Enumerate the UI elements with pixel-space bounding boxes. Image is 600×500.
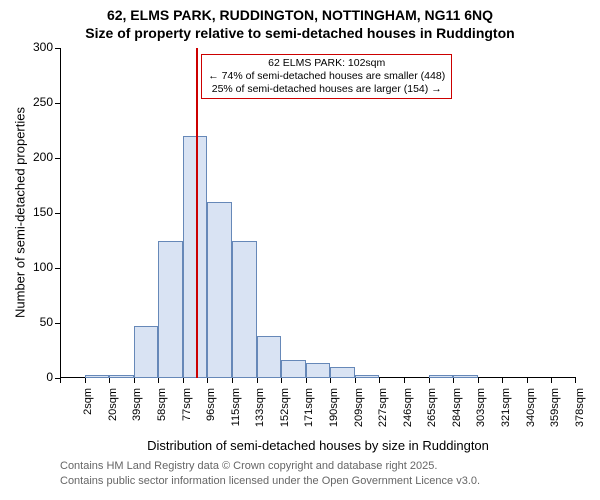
callout-line-2: ← 74% of semi-detached houses are smalle… [208,70,445,83]
x-tick-label: 359sqm [549,388,561,438]
x-tick [575,378,576,383]
histogram-bar [207,202,232,378]
marker-line [196,48,198,378]
x-tick-label: 133sqm [254,388,266,438]
x-tick [134,378,135,383]
histogram-bar [429,375,454,378]
x-tick-label: 265sqm [426,388,438,438]
chart-title-2: Size of property relative to semi-detach… [0,24,600,42]
y-tick-label: 100 [15,260,53,274]
x-tick [355,378,356,383]
histogram-bar [109,375,134,378]
histogram-bar [232,241,257,379]
x-tick-label: 190sqm [328,388,340,438]
callout-line-1: 62 ELMS PARK: 102sqm [208,57,445,70]
plot-area: 0501001502002503002sqm20sqm39sqm58sqm77s… [60,48,576,378]
y-tick [55,103,60,104]
chart-container: 62, ELMS PARK, RUDDINGTON, NOTTINGHAM, N… [0,0,600,500]
x-tick [429,378,430,383]
x-tick [330,378,331,383]
x-tick-label: 246sqm [402,388,414,438]
x-tick [232,378,233,383]
marker-callout: 62 ELMS PARK: 102sqm← 74% of semi-detach… [201,54,452,99]
histogram-bar [257,336,282,378]
x-tick [306,378,307,383]
x-tick-label: 20sqm [107,388,119,438]
histogram-bar [453,375,478,378]
x-tick-label: 303sqm [475,388,487,438]
x-tick-label: 227sqm [377,388,389,438]
x-tick-label: 152sqm [279,388,291,438]
histogram-bar [183,136,208,378]
y-tick-label: 200 [15,150,53,164]
x-tick [183,378,184,383]
x-tick-label: 171sqm [303,388,315,438]
x-tick-label: 340sqm [525,388,537,438]
chart-title-1: 62, ELMS PARK, RUDDINGTON, NOTTINGHAM, N… [0,6,600,24]
y-tick-label: 0 [15,370,53,384]
histogram-bar [281,360,306,378]
x-tick [109,378,110,383]
histogram-bar [355,375,380,378]
x-tick-label: 96sqm [205,388,217,438]
y-tick [55,213,60,214]
x-tick-label: 2sqm [82,388,94,438]
x-tick [478,378,479,383]
y-tick [55,158,60,159]
histogram-bar [85,375,110,378]
x-tick [207,378,208,383]
y-tick [55,268,60,269]
y-tick-label: 250 [15,95,53,109]
y-tick-label: 300 [15,40,53,54]
x-tick [551,378,552,383]
histogram-bar [330,367,355,378]
x-tick-label: 58sqm [156,388,168,438]
x-tick [453,378,454,383]
x-tick-label: 284sqm [451,388,463,438]
footer-line-2: Contains public sector information licen… [60,475,480,487]
y-tick [55,48,60,49]
x-tick [404,378,405,383]
y-tick-label: 150 [15,205,53,219]
x-tick-label: 321sqm [500,388,512,438]
footer-line-1: Contains HM Land Registry data © Crown c… [60,460,437,472]
histogram-bar [134,326,159,378]
x-tick [60,378,61,383]
x-tick-label: 378sqm [574,388,586,438]
x-tick-label: 209sqm [353,388,365,438]
x-tick-label: 39sqm [131,388,143,438]
x-tick [281,378,282,383]
x-tick [85,378,86,383]
x-tick [158,378,159,383]
x-tick [502,378,503,383]
axis-line [60,48,61,378]
histogram-bar [306,363,331,378]
y-tick-label: 50 [15,315,53,329]
x-tick [379,378,380,383]
x-axis-label: Distribution of semi-detached houses by … [60,438,576,453]
x-tick [257,378,258,383]
y-tick [55,323,60,324]
histogram-bar [158,241,183,379]
x-tick-label: 115sqm [230,388,242,438]
x-tick [527,378,528,383]
x-tick-label: 77sqm [181,388,193,438]
callout-line-3: 25% of semi-detached houses are larger (… [208,83,445,96]
